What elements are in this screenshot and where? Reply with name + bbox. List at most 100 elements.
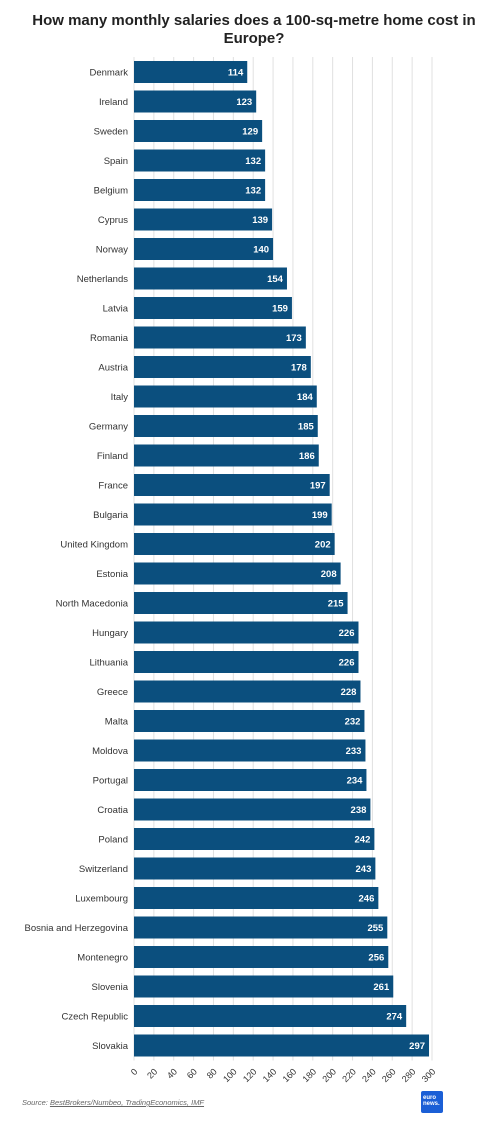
bar	[134, 474, 330, 496]
category-label: Montenegro	[77, 953, 128, 964]
bar	[134, 297, 292, 319]
category-label: Germany	[89, 422, 128, 433]
category-label: Lithuania	[89, 658, 128, 669]
x-tick-label: 80	[205, 1067, 219, 1081]
bar	[134, 739, 366, 762]
category-label: Italy	[111, 392, 129, 403]
data-label: 186	[299, 451, 315, 462]
bar-chart: 0 20 40 60 80 100 120 140 160 180 200 220 240 260 280 3…	[24, 57, 438, 1085]
bar	[134, 828, 375, 850]
data-label: 140	[253, 245, 269, 256]
x-tick-label: 180	[301, 1067, 319, 1085]
bar	[134, 238, 274, 260]
category-label: Estonia	[96, 569, 128, 580]
bar	[134, 385, 317, 408]
category-label: Latvia	[103, 304, 129, 315]
x-tick-label: 20	[145, 1067, 159, 1081]
bar	[134, 769, 367, 791]
bar	[134, 621, 359, 644]
category-label: Moldova	[92, 746, 129, 757]
bar	[134, 61, 248, 83]
bar	[134, 415, 318, 437]
data-label: 226	[339, 658, 355, 669]
data-label: 173	[286, 333, 302, 344]
data-label: 132	[245, 186, 261, 197]
data-label: 178	[291, 363, 307, 374]
source-prefix: Source:	[22, 1098, 50, 1107]
category-label: Bosnia and Herzegovina	[24, 923, 128, 934]
x-tick-label: 300	[420, 1067, 438, 1085]
data-label: 215	[328, 599, 345, 610]
category-label: Netherlands	[77, 274, 128, 285]
data-label: 226	[339, 628, 355, 639]
category-label: Greece	[97, 687, 128, 698]
x-tick-label: 220	[340, 1067, 358, 1085]
category-label: Slovakia	[92, 1041, 129, 1052]
bar	[134, 149, 266, 172]
x-tick-label: 200	[320, 1067, 338, 1085]
category-label: Slovenia	[92, 982, 129, 993]
bar	[134, 267, 287, 290]
bar	[134, 90, 257, 113]
bar	[134, 503, 332, 526]
data-label: 208	[321, 569, 337, 580]
chart-title: How many monthly salaries does a 100-sq-…	[32, 12, 476, 47]
x-tick-label: 260	[380, 1067, 398, 1085]
category-label: Spain	[104, 156, 128, 167]
category-label: Malta	[105, 717, 129, 728]
logo-line1: euro	[423, 1095, 437, 1101]
data-label: 184	[297, 392, 314, 403]
data-label: 261	[373, 982, 390, 993]
bar	[134, 680, 361, 703]
data-label: 232	[345, 717, 361, 728]
euronews-logo: euro news.	[421, 1091, 443, 1113]
data-label: 154	[267, 274, 284, 285]
bar	[134, 887, 379, 909]
bar	[134, 857, 376, 880]
x-tick-label: 40	[165, 1067, 179, 1081]
data-label: 297	[409, 1041, 425, 1052]
bar	[134, 1034, 430, 1057]
category-label: Czech Republic	[61, 1012, 128, 1023]
x-tick-label: 280	[400, 1067, 418, 1085]
data-label: 256	[368, 953, 384, 964]
data-label: 159	[272, 304, 288, 315]
data-label: 242	[355, 835, 371, 846]
source-link[interactable]: BestBrokers/Numbeo, TradingEconomics, IM…	[49, 1098, 205, 1107]
data-label: 246	[359, 894, 375, 905]
bar	[134, 326, 306, 349]
category-label: Bulgaria	[93, 510, 129, 521]
data-label: 132	[245, 156, 261, 167]
bar	[134, 946, 389, 968]
data-label: 185	[298, 422, 315, 433]
data-label: 202	[315, 540, 331, 551]
x-tick-label: 60	[185, 1067, 199, 1081]
category-label: Sweden	[94, 127, 128, 138]
bar	[134, 916, 388, 939]
bar	[134, 592, 348, 614]
bar	[134, 798, 371, 821]
x-tick-label: 140	[261, 1067, 279, 1085]
x-tick-label: 100	[221, 1067, 239, 1085]
category-label: France	[98, 481, 128, 492]
category-label: Romania	[90, 333, 129, 344]
category-label: Ireland	[99, 97, 128, 108]
bar	[134, 179, 266, 201]
data-label: 199	[312, 510, 328, 521]
bar	[134, 356, 311, 378]
data-label: 197	[310, 481, 326, 492]
category-label: North Macedonia	[56, 599, 129, 610]
category-label: Austria	[98, 363, 128, 374]
data-label: 234	[347, 776, 364, 787]
source-note: Source: BestBrokers/Numbeo, TradingEcono…	[22, 1098, 204, 1107]
category-label: Cyprus	[98, 215, 128, 226]
x-tick-label: 240	[360, 1067, 378, 1085]
x-tick-label: 0	[129, 1067, 140, 1078]
data-label: 255	[367, 923, 384, 934]
bar	[134, 120, 263, 142]
data-label: 114	[228, 68, 244, 79]
bar	[134, 710, 365, 732]
data-label: 139	[252, 215, 268, 226]
data-label: 243	[356, 864, 372, 875]
category-label: Croatia	[97, 805, 128, 816]
